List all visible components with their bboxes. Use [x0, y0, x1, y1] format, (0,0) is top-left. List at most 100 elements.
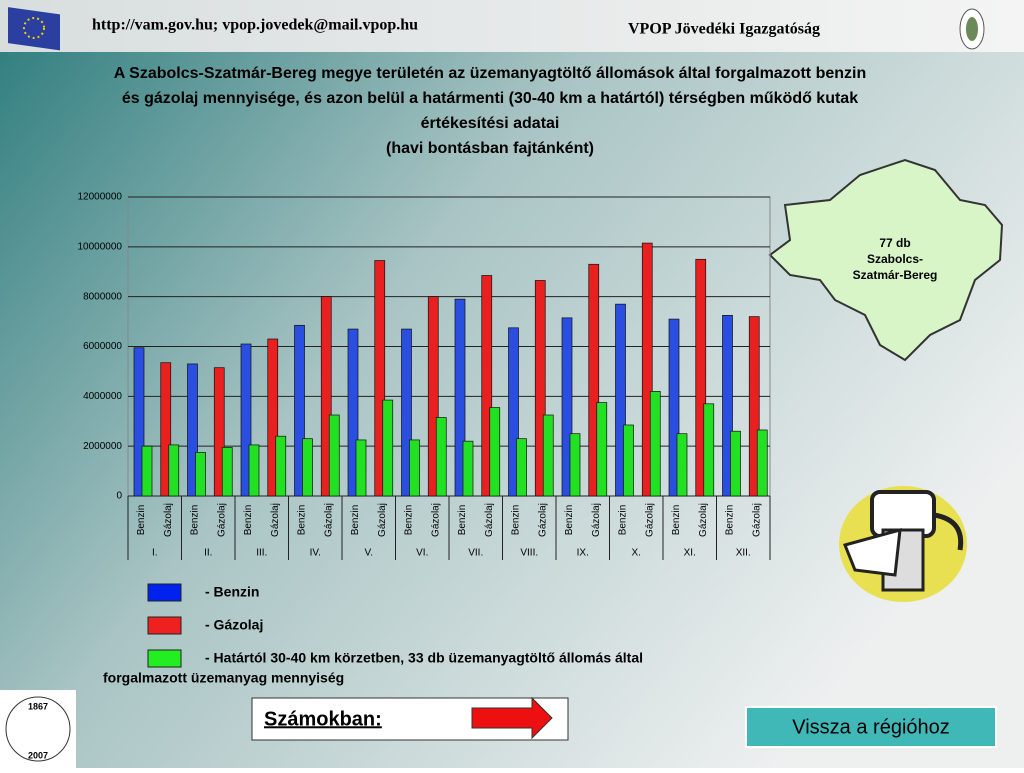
x-tick-label: Benzin [350, 505, 361, 536]
group-label: V. [364, 548, 373, 559]
county-map [768, 158, 1004, 362]
bar [516, 438, 527, 497]
bar [328, 414, 340, 497]
header-bar [0, 0, 1024, 52]
group-label: I. [152, 548, 158, 559]
bar [347, 328, 359, 497]
back-button[interactable]: Vissza a régióhoz [792, 716, 950, 738]
map-label: Szatmár-Bereg [853, 268, 938, 282]
bar [596, 402, 608, 497]
x-tick-label: Gázolaj [216, 503, 227, 537]
bar [695, 258, 707, 497]
bar [382, 399, 394, 497]
y-tick-label: 0 [116, 491, 122, 502]
bar [195, 452, 206, 497]
x-tick-label: Gázolaj [698, 503, 709, 537]
legend-label: - Határtól 30-40 km körzetben, 33 db üze… [205, 650, 643, 666]
bar [676, 433, 688, 497]
numbers-button[interactable]: Számokban: [264, 708, 382, 730]
bar [302, 438, 313, 497]
legend-label: - Benzin [205, 584, 259, 600]
bar [409, 439, 420, 497]
bar [561, 317, 573, 497]
group-label: II. [204, 548, 212, 559]
emblem [959, 8, 985, 50]
chart-title: A Szabolcs-Szatmár-Bereg megye területén… [114, 65, 866, 82]
map-label: Szabolcs- [867, 252, 923, 266]
bar [748, 316, 760, 497]
bar [730, 430, 741, 497]
y-tick-label: 12000000 [78, 192, 123, 203]
x-tick-label: Gázolaj [751, 503, 762, 537]
y-tick-label: 8000000 [83, 291, 122, 302]
y-tick-label: 10000000 [78, 241, 123, 252]
logo-year: 1867 [28, 701, 48, 711]
x-tick-label: Benzin [243, 505, 254, 536]
group-label: VI. [416, 548, 428, 559]
legend-label: forgalmazott üzemanyag mennyiség [103, 670, 344, 686]
group-label: IX. [577, 548, 589, 559]
bar [133, 347, 145, 497]
bar [141, 445, 153, 497]
bar [703, 403, 715, 497]
eu-flag [8, 7, 60, 51]
x-tick-label: Gázolaj [430, 503, 441, 537]
x-tick-label: Gázolaj [644, 503, 655, 537]
x-tick-label: Gázolaj [591, 503, 602, 537]
bar [722, 315, 733, 497]
bar [187, 363, 198, 497]
bar [213, 367, 225, 497]
bar [534, 280, 546, 497]
group-label: III. [256, 548, 267, 559]
x-tick-label: Gázolaj [323, 503, 334, 537]
group-label: VII. [468, 548, 483, 559]
legend-swatch [147, 649, 182, 668]
bar [435, 417, 447, 497]
bar [588, 263, 600, 497]
bar [355, 439, 367, 497]
logo-year: 2007 [28, 750, 48, 760]
group-label: X. [632, 548, 641, 559]
bar [542, 414, 554, 497]
bar [668, 318, 680, 497]
x-tick-label: Benzin [725, 505, 736, 536]
header-org: VPOP Jövedéki Igazgatóság [628, 21, 820, 38]
fuel-pump-icon [839, 486, 967, 602]
bar [427, 296, 439, 497]
map-label: 77 db [879, 236, 910, 250]
bar [294, 324, 305, 497]
header-url: http://vam.gov.hu; vpop.jovedek@mail.vpo… [92, 17, 418, 34]
legend-swatch [147, 583, 182, 602]
x-tick-label: Benzin [618, 505, 629, 536]
x-tick-label: Gázolaj [537, 503, 548, 537]
x-tick-label: Gázolaj [163, 503, 174, 537]
bar [221, 447, 233, 497]
legend-swatch [147, 616, 182, 635]
bar [623, 424, 634, 497]
x-tick-label: Benzin [136, 505, 147, 536]
bar [756, 429, 768, 497]
bar [248, 444, 260, 497]
bar [481, 275, 493, 497]
bar [489, 407, 501, 497]
arrow[interactable] [471, 696, 553, 740]
x-tick-label: Benzin [404, 505, 415, 536]
bar [275, 435, 287, 497]
x-tick-label: Benzin [671, 505, 682, 536]
bar [569, 433, 581, 497]
chart-title: értékesítési adatai [421, 115, 560, 132]
group-label: XII. [736, 548, 751, 559]
bar [641, 242, 653, 497]
legend-label: - Gázolaj [205, 617, 263, 633]
bar [615, 303, 626, 497]
chart-title: és gázolaj mennyisége, és azon belül a h… [122, 90, 858, 107]
x-tick-label: Benzin [564, 505, 575, 536]
bar [454, 298, 466, 497]
group-label: XI. [684, 548, 696, 559]
bar [649, 391, 661, 497]
bar [401, 328, 412, 497]
group-label: IV. [310, 548, 321, 559]
back-box[interactable] [745, 706, 997, 748]
chart-title: (havi bontásban fajtánként) [386, 140, 594, 157]
